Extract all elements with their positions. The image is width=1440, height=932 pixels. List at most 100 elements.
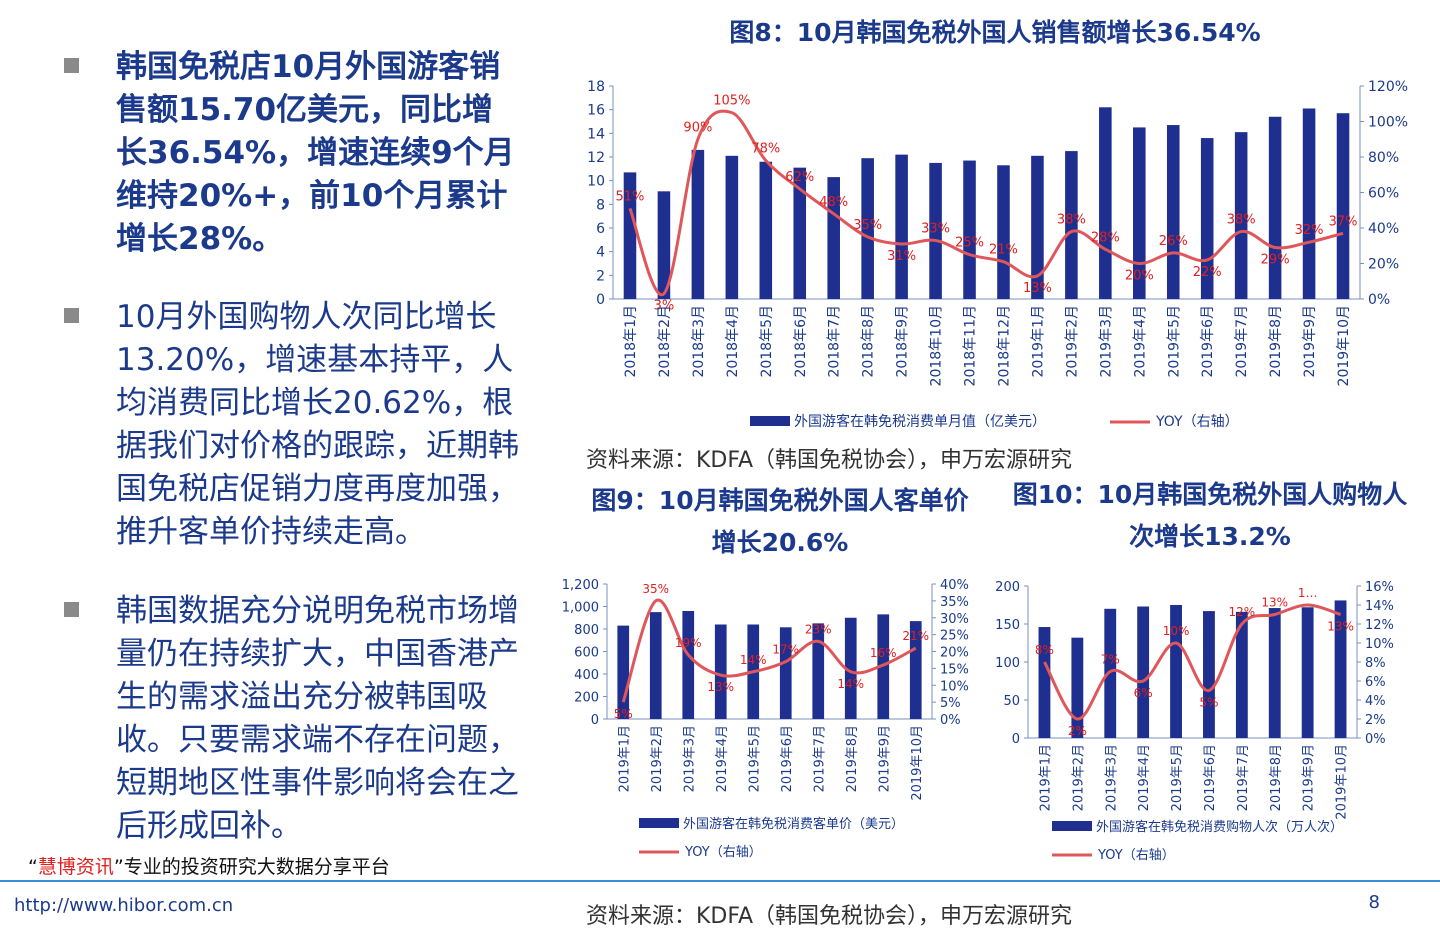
yoy-data-label: 90% [683,120,712,135]
x-tick-label: 2019年7月 [812,725,827,792]
right-tick-label: 35% [940,595,969,610]
legend-line-label: YOY（右轴） [684,845,762,860]
x-tick-label: 2019年3月 [1098,305,1114,378]
x-tick-label: 2019年3月 [1104,744,1119,811]
left-tick-label: 50 [1003,694,1020,709]
bar [1336,113,1350,299]
chart-title-fig8: 图8：10月韩国免税外国人销售额增长36.54% [729,18,1261,47]
bar [895,154,908,299]
x-tick-label: 2019年1月 [617,725,632,792]
yoy-data-label: 48% [819,195,848,210]
right-tick-label: 8% [1365,656,1386,671]
right-tick-label: 0% [1365,732,1386,747]
right-tick-label: 15% [940,662,969,677]
x-tick-label: 2019年10月 [910,725,925,801]
yoy-data-label: 35% [642,582,669,596]
right-tick-label: 80% [1368,150,1399,166]
bar [812,623,825,719]
yoy-data-label: 13% [707,680,734,694]
right-tick-label: 10% [940,679,969,694]
x-tick-label: 2018年3月 [691,305,707,378]
bar [1137,606,1150,738]
yoy-data-label: 8% [1035,643,1054,657]
chart-fig8: 0 2 4 6 8 10 12 14 16 18 0% 20% 40% 60% 80% 100% 120% 51%… [587,79,1408,430]
bar [657,191,671,299]
yoy-data-label: 32% [1295,223,1324,238]
yoy-data-label: 31% [887,249,916,264]
bar [691,149,705,299]
x-tick-label: 2019年1月 [1030,305,1046,378]
bar [827,177,840,299]
bullet-text: 韩国免税店10月外国游客销售额15.70亿美元，同比增长36.54%，增速连续9… [116,49,515,257]
chart-fig9: 0 200 400 600 800 1,000 1,200 0% 5% 10% 15%20% 25% 3… [562,578,969,860]
left-tick-label: 600 [574,646,599,661]
x-tick-label: 2019年4月 [715,725,730,792]
bar [1099,107,1112,299]
legend-bar-swatch [1052,821,1092,831]
yoy-data-label: 51% [616,189,645,204]
x-tick-label: 2018年4月 [725,305,741,378]
x-tick-label: 2019年6月 [780,725,795,792]
left-tick-label: 0 [1012,732,1020,747]
yoy-data-label: 2% [1068,724,1087,738]
yoy-data-label: 13% [1023,281,1052,296]
legend-bar-label: 外国游客在韩免税消费单月值（亿美元） [794,413,1046,430]
left-tick-label: 6 [596,221,605,237]
right-tick-label: 40% [1368,221,1399,237]
yoy-data-label: 12% [1229,605,1256,619]
yoy-data-label: 26% [1159,234,1188,249]
x-tick-label: 2018年6月 [793,305,809,378]
x-tick-label: 2019年6月 [1200,305,1216,378]
bar [1234,132,1248,299]
yoy-line [628,109,1344,297]
bar [929,162,942,299]
x-tick-label: 2019年2月 [1071,744,1086,811]
bar [1301,607,1314,738]
left-tick-label: 200 [574,691,599,706]
bullet-text: 10月外国购物人次同比增长13.20%，增速基本持平，人均消费同比增长20.62… [116,299,519,550]
quote-open: “ [28,856,38,878]
bar [997,165,1010,299]
left-tick-label: 0 [591,713,599,728]
right-tick-label: 16% [1365,580,1394,595]
x-tick-label: 2019年5月 [1170,744,1185,811]
x-tick-label: 2019年10月 [1336,305,1352,386]
left-tick-label: 2 [596,268,605,284]
chart-title-fig10: 图10：10月韩国免税外国人购物人次增长13.2% [1012,480,1408,551]
yoy-data-label: 78% [751,142,780,157]
right-tick-label: 20% [1368,257,1399,273]
bar [1334,600,1347,738]
x-tick-label: 2019年9月 [1302,744,1317,811]
x-tick-label: 2019年4月 [1137,744,1152,811]
quote-close: ” [113,856,124,878]
chart-fig10: 0 50 100 150 200 0% 2% 4% 6% 8% 10% 12% 14% 16% 8% 2% 7%… [995,580,1394,863]
legend-bar-label: 外国游客在韩免税消费购物人次（万人次） [1096,819,1343,835]
footer-url[interactable]: http://www.hibor.com.cn [14,895,233,916]
yoy-data-label: 29% [1261,253,1290,268]
platform-name: 慧博资讯 [37,856,114,878]
bullet-3: 韩国数据充分说明免税市场增量仍在持续扩大，中国香港产生的需求溢出充分被韩国吸收。… [64,590,524,848]
bullet-marker [64,308,79,323]
yoy-data-label: 5% [614,707,633,721]
footer-divider [0,880,1440,882]
bar [682,611,695,719]
yoy-data-label: 105% [713,94,750,109]
left-tick-label: 10 [587,174,605,190]
right-tick-label: 6% [1365,675,1386,690]
yoy-data-label: 33% [921,221,950,236]
yoy-data-label: 38% [1227,213,1256,228]
yoy-data-label: 6% [1134,686,1153,700]
legend-line-label: YOY（右轴） [1097,848,1175,863]
bar [1268,608,1281,738]
right-tick-label: 25% [940,629,969,644]
platform-desc: 专业的投资研究大数据分享平台 [123,856,390,878]
x-tick-label: 2018年7月 [827,305,843,378]
bar [909,621,922,719]
yoy-line [1043,603,1342,721]
bar [714,624,727,719]
x-tick-label: 2018年5月 [759,305,775,378]
yoy-data-label: 14% [740,653,767,667]
legend-bar-swatch [750,416,790,426]
x-tick-label: 2019年10月 [1335,744,1350,820]
bar [793,167,807,299]
